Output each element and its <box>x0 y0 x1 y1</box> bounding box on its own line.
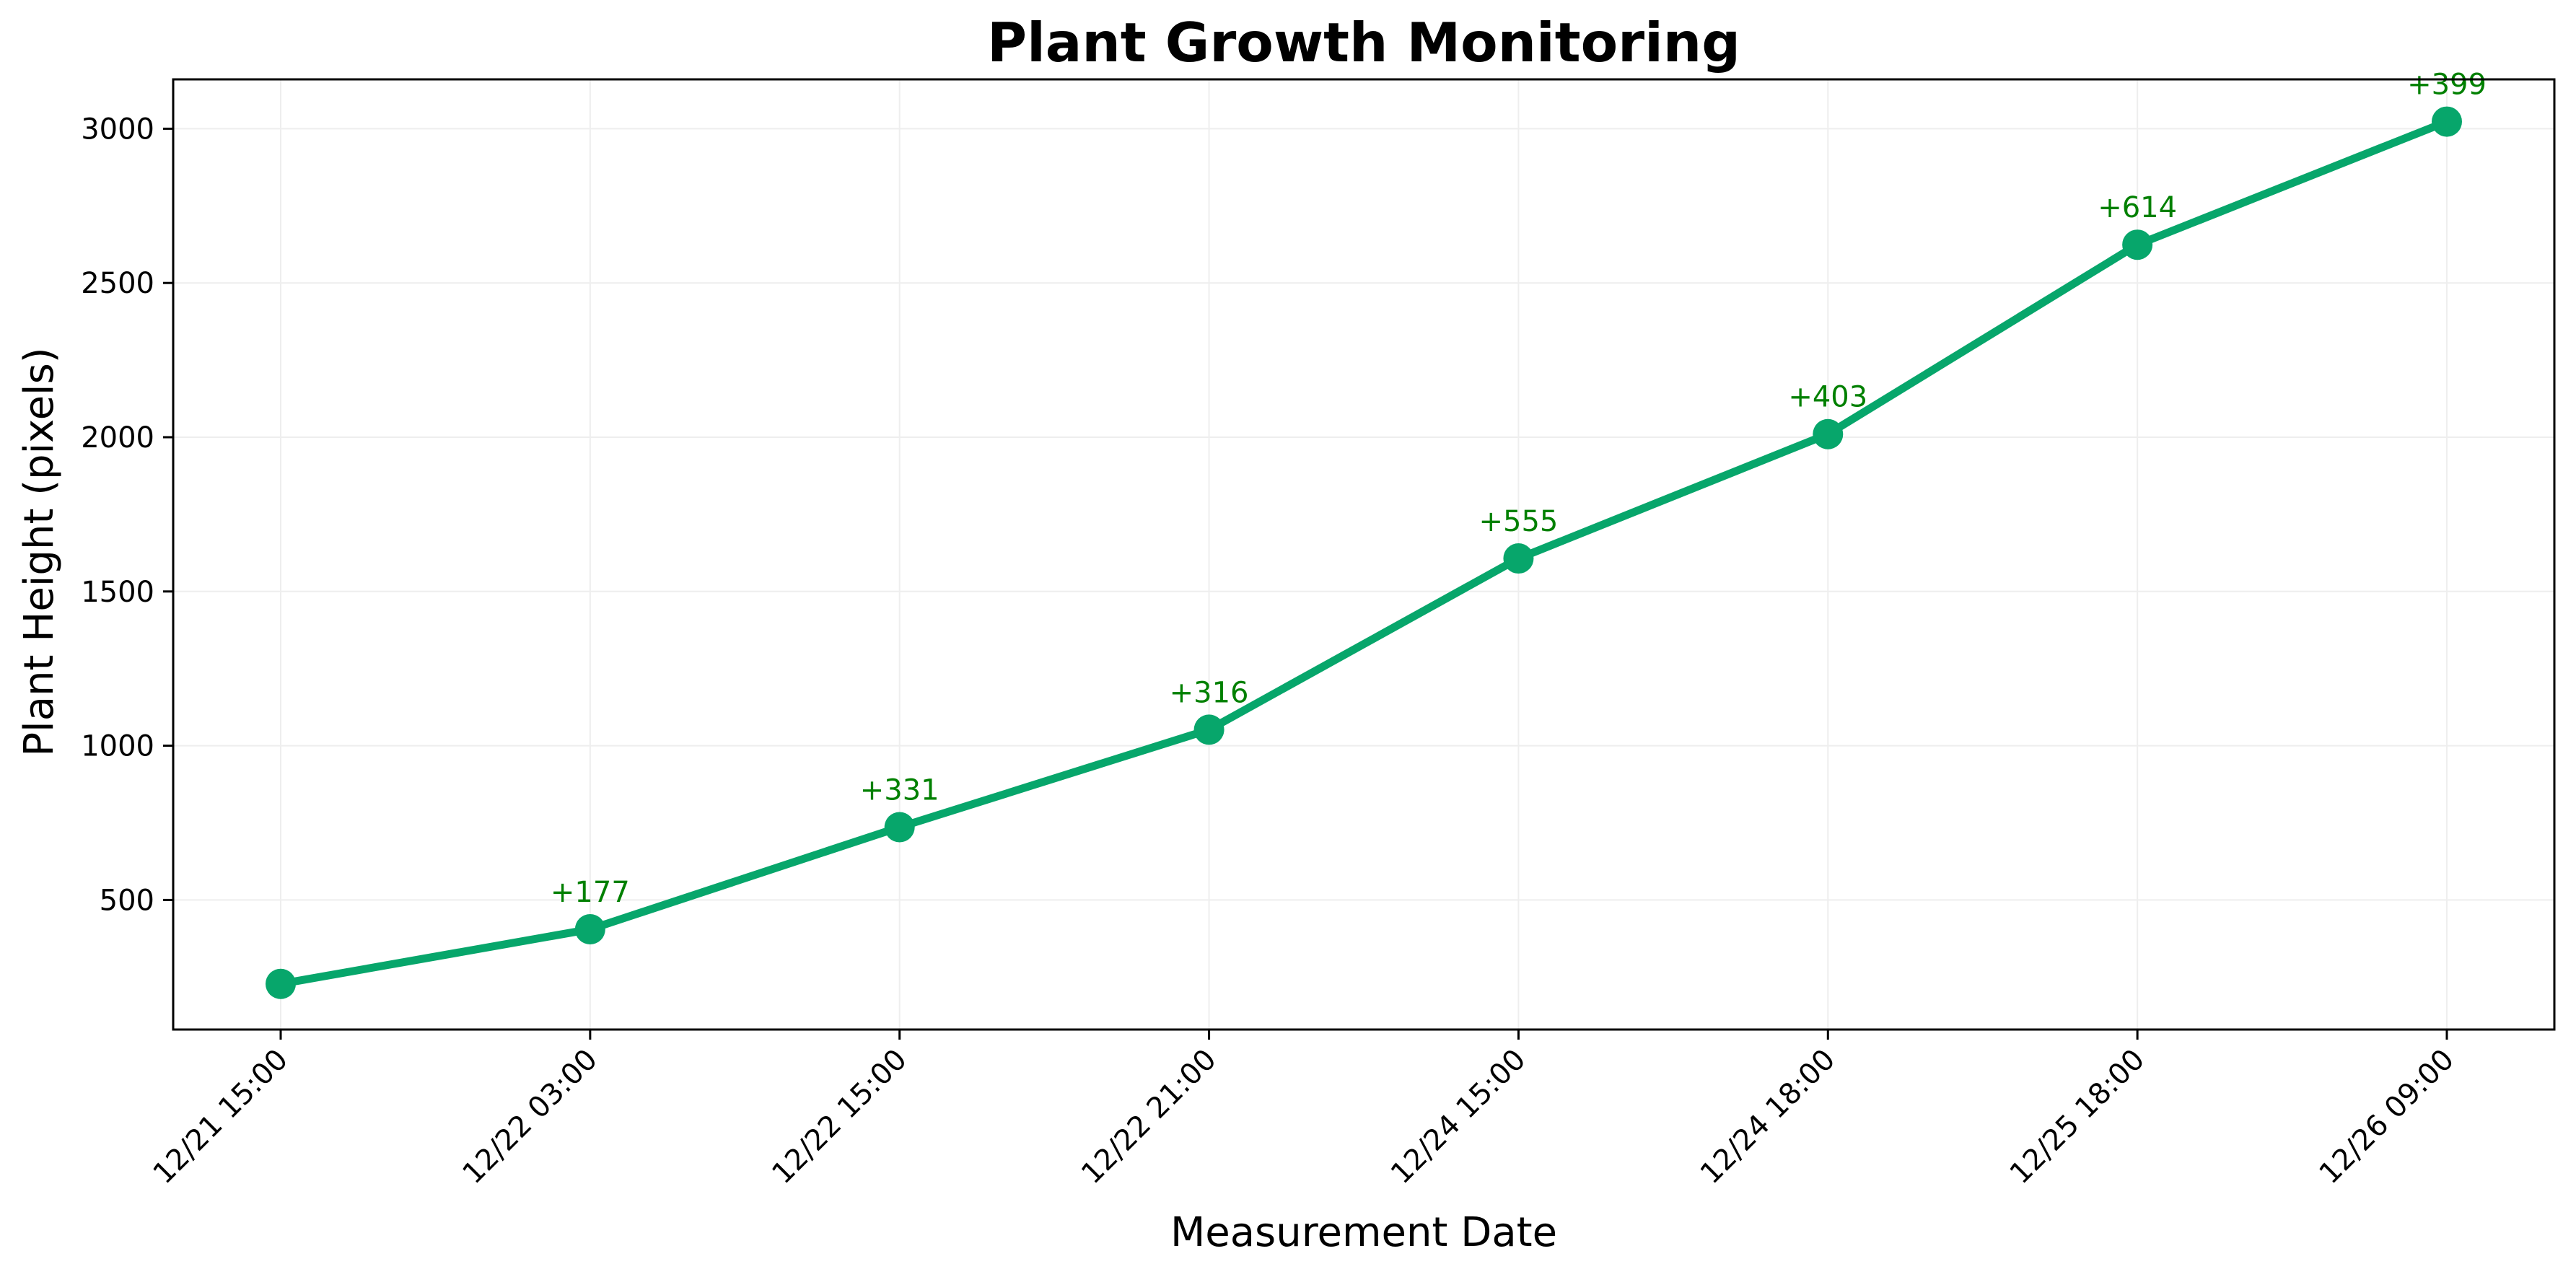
data-point <box>2122 229 2153 260</box>
data-label: +555 <box>1478 505 1558 538</box>
data-label: +399 <box>2407 69 2487 102</box>
series-line <box>276 118 2451 988</box>
data-point <box>266 968 296 999</box>
y-tick-label: 500 <box>100 884 154 917</box>
y-tick-label: 2000 <box>81 421 154 455</box>
data-point <box>1813 418 1844 449</box>
series-layer: +177 +331 +316 +555 +403 +614 +399 <box>266 69 2487 999</box>
chart-title: Plant Growth Monitoring <box>987 11 1740 74</box>
data-point <box>2432 106 2462 137</box>
data-label: +403 <box>1788 381 1867 414</box>
data-label: +177 <box>551 876 630 909</box>
y-axis-label: Plant Height (pixels) <box>16 347 63 756</box>
y-tick-label: 1000 <box>81 730 154 763</box>
data-label: +614 <box>2098 191 2177 224</box>
y-tick-label: 2500 <box>81 267 154 300</box>
data-point <box>884 812 915 843</box>
plot-frame <box>172 78 2556 1031</box>
data-point <box>1503 543 1534 574</box>
data-label: +316 <box>1170 676 1249 709</box>
x-axis-label: Measurement Date <box>1170 1209 1557 1256</box>
data-label: +331 <box>860 773 939 807</box>
gridlines <box>173 79 2554 1030</box>
y-tick-label: 1500 <box>81 576 154 609</box>
data-point <box>574 914 605 945</box>
y-tick-label: 3000 <box>81 113 154 146</box>
data-point <box>1193 714 1225 745</box>
